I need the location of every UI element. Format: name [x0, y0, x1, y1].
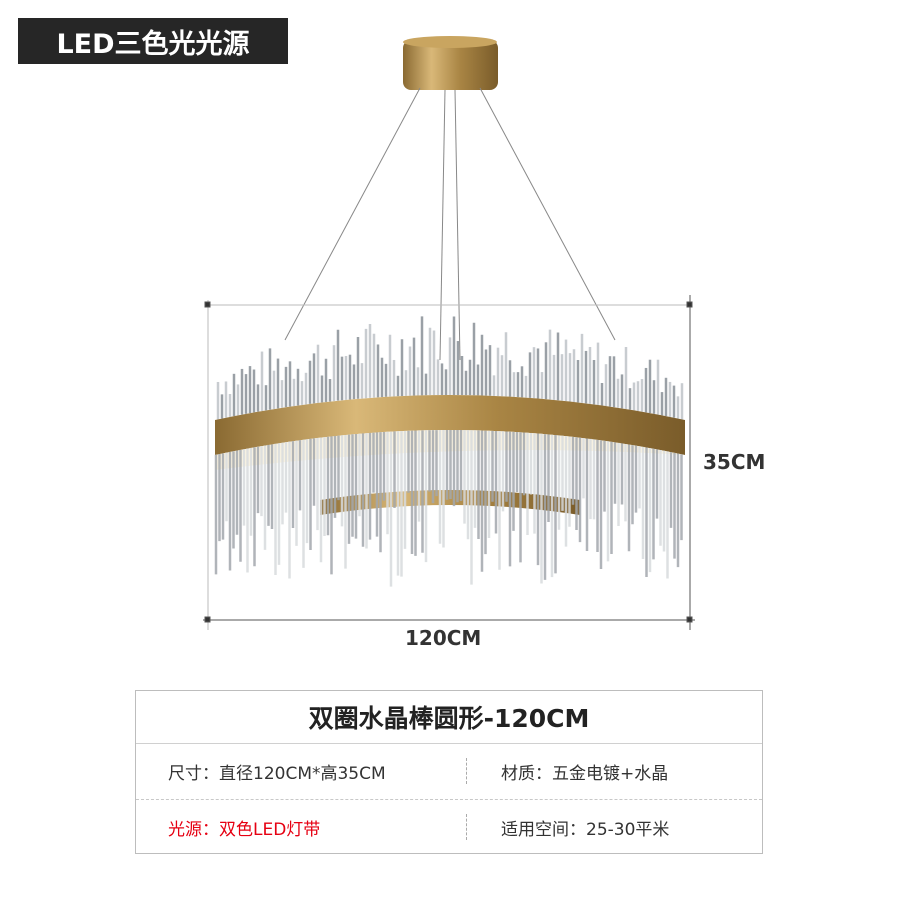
- crystal-rods-top: [216, 316, 684, 420]
- spec-label: 尺寸：: [168, 764, 219, 784]
- canopy: [403, 36, 498, 90]
- spec-light-source: 光源：双色LED灯带: [168, 815, 320, 840]
- spec-row: 尺寸：直径120CM*高35CM 材质：五金电镀+水晶: [136, 744, 762, 800]
- divider: [466, 814, 467, 840]
- width-dimension-label: 120CM: [405, 626, 482, 650]
- crystal-rods-bottom: [214, 430, 683, 587]
- spec-label: 材质：: [501, 764, 552, 784]
- spec-table: 双圈水晶棒圆形-120CM 尺寸：直径120CM*高35CM 材质：五金电镀+水…: [135, 690, 763, 854]
- height-dimension-label: 35CM: [703, 450, 766, 474]
- spec-area: 适用空间：25-30平米: [501, 815, 669, 840]
- spec-label: 光源：: [168, 820, 219, 840]
- spec-value: 直径120CM*高35CM: [219, 764, 386, 784]
- suspension-wires: [284, 87, 616, 361]
- divider: [466, 758, 467, 784]
- product-title: 双圈水晶棒圆形-120CM: [136, 691, 762, 744]
- spec-value: 双色LED灯带: [219, 820, 321, 840]
- spec-value: 五金电镀+水晶: [552, 764, 669, 784]
- spec-row: 光源：双色LED灯带 适用空间：25-30平米: [136, 800, 762, 855]
- spec-material: 材质：五金电镀+水晶: [501, 759, 668, 784]
- spec-size: 尺寸：直径120CM*高35CM: [168, 759, 386, 784]
- spec-label: 适用空间：: [501, 820, 586, 840]
- light-source-badge: LED三色光光源: [18, 18, 288, 64]
- dimension-lines: [203, 295, 695, 630]
- spec-value: 25-30平米: [586, 820, 670, 840]
